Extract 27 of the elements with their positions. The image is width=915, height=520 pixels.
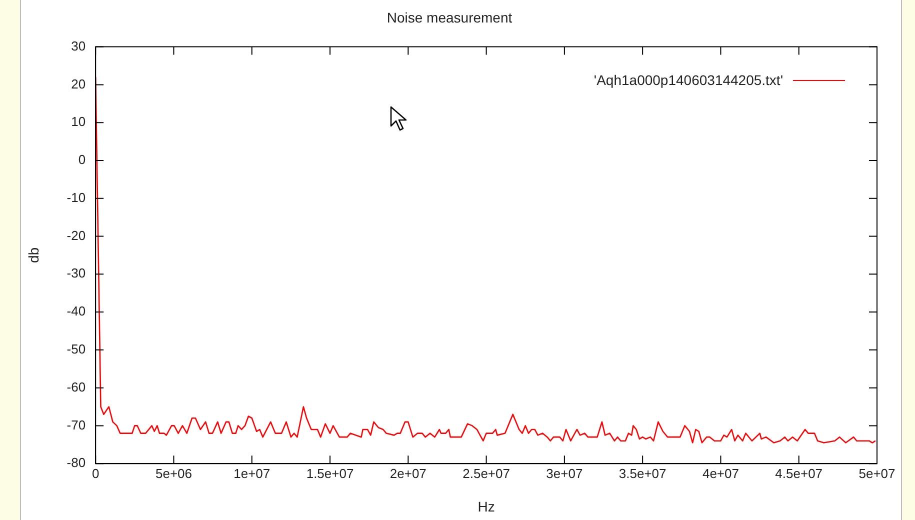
- chart-title: Noise measurement: [386, 9, 512, 26]
- y-axis-title: db: [25, 247, 42, 263]
- y-tick-label: -50: [66, 342, 86, 357]
- y-tick-label: 0: [78, 152, 86, 168]
- y-tick-label: 10: [71, 114, 86, 130]
- x-tick-label: 2.5e+07: [462, 466, 510, 481]
- y-tick-label: -10: [66, 190, 86, 205]
- y-tick-label: -40: [66, 304, 86, 319]
- x-tick-label: 3e+07: [546, 466, 583, 481]
- x-tick-label: 2e+07: [390, 466, 426, 481]
- x-tick-label: 4e+07: [702, 466, 739, 481]
- y-tick-label: 30: [71, 38, 86, 54]
- legend-label: 'Aqh1a000p140603144205.txt': [594, 72, 783, 88]
- x-tick-label: 4.5e+07: [775, 466, 823, 481]
- y-tick-label: -60: [66, 379, 86, 394]
- y-tick-label: -30: [66, 266, 86, 281]
- x-tick-label: 1.5e+07: [306, 466, 354, 481]
- y-tick-label: -80: [66, 455, 86, 470]
- x-tick-label: 5e+06: [155, 466, 192, 481]
- x-tick-label: 5e+07: [858, 466, 896, 481]
- x-axis-title: Hz: [478, 498, 495, 514]
- x-tick-label: 3.5e+07: [618, 466, 666, 481]
- y-tick-label: -20: [66, 228, 86, 243]
- x-tick-label: 0: [92, 466, 100, 481]
- y-tick-label: 20: [71, 76, 86, 92]
- x-tick-label: 1e+07: [234, 466, 270, 481]
- y-tick-label: -70: [66, 417, 86, 432]
